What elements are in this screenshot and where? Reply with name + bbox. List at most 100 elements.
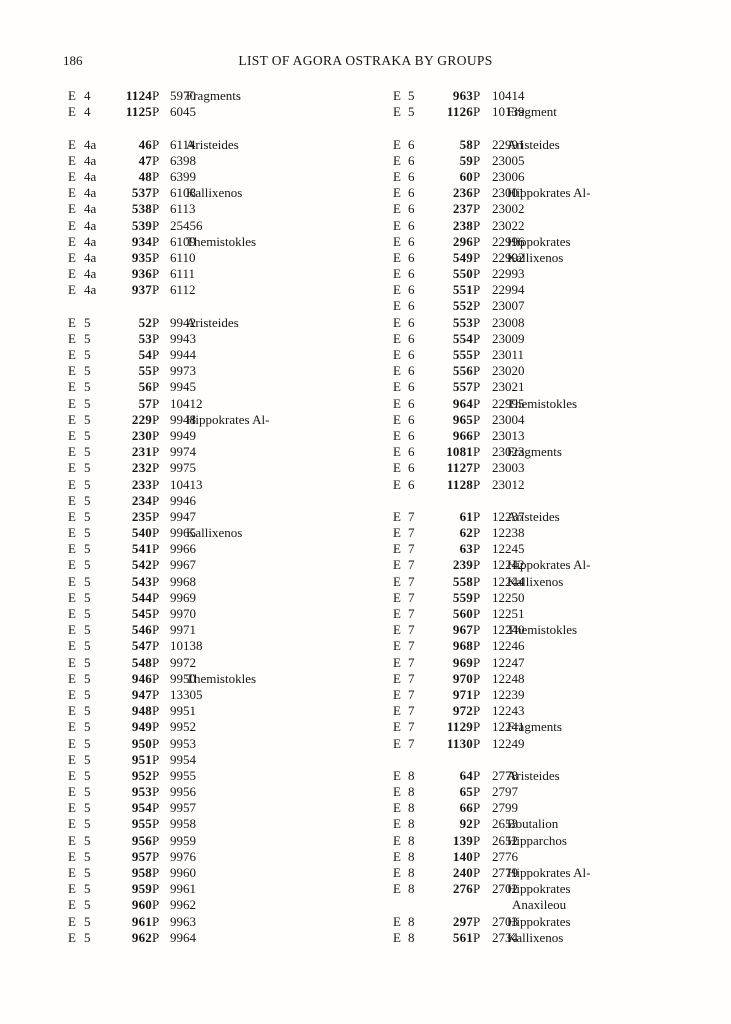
series-letter: E <box>68 816 76 832</box>
series-letter: E <box>393 217 401 233</box>
inventory-number: 12250 <box>492 589 525 605</box>
inventory-prefix: P <box>152 751 160 767</box>
inventory-number: 9964 <box>170 929 196 945</box>
entry-row: E 5 52 P 9942 Aristeides <box>68 315 380 331</box>
inventory-prefix: P <box>473 881 481 897</box>
series-letter: E <box>393 913 401 929</box>
series-letter: E <box>393 314 401 330</box>
series-letter: E <box>68 460 76 476</box>
catalog-number: 54 <box>138 347 152 362</box>
section-number: 4 <box>84 104 91 120</box>
series-letter: E <box>393 638 401 654</box>
inventory-prefix: P <box>473 282 481 298</box>
inventory-number: 22996 <box>492 233 525 249</box>
name-cell <box>186 250 232 266</box>
section-number: 5 <box>84 476 91 492</box>
entry-row: E 5 54 P 9944 <box>68 347 380 363</box>
section-number: 4a <box>84 217 97 233</box>
inventory-number: 6114 <box>170 136 196 152</box>
name-cell <box>507 153 563 169</box>
inventory-number: 10138 <box>170 638 203 654</box>
name-cell <box>507 671 563 687</box>
entry-row: E 5 958 P 9960 <box>68 865 380 881</box>
section-number: 8 <box>408 881 415 897</box>
inventory-prefix: P <box>152 233 160 249</box>
inventory-prefix: P <box>152 314 160 330</box>
section-number: 8 <box>408 832 415 848</box>
inventory-number: 13305 <box>170 686 203 702</box>
section-number: 5 <box>84 865 91 880</box>
section-number: 5 <box>408 88 415 103</box>
name-cell <box>186 104 232 120</box>
catalog-number: 66 <box>459 800 473 816</box>
section-number: 5 <box>84 330 91 346</box>
catalog-number: 539 <box>131 217 152 233</box>
name-cell: Kallixenos <box>186 525 243 541</box>
catalog-number: 958 <box>131 865 152 880</box>
entry-row: E 4a 537 P 6108 Kallixenos <box>68 185 380 201</box>
entry-row: E 5 947 P 13305 <box>68 687 380 703</box>
section-number: 4a <box>84 185 97 201</box>
section-number: 6 <box>408 347 415 362</box>
inventory-prefix: P <box>473 249 481 265</box>
series-letter: E <box>393 557 401 573</box>
entry-row: E 6 553 P 23008 <box>393 315 725 331</box>
name-cell: Fragments <box>507 719 562 735</box>
entry-row: E 6 237 P 23002 <box>393 201 725 217</box>
inventory-prefix: P <box>473 719 481 735</box>
inventory-number: 9963 <box>170 913 196 929</box>
section-number: 4a <box>84 201 97 217</box>
entry-row: E 7 969 P 12247 <box>393 655 725 671</box>
inventory-prefix <box>473 897 492 913</box>
series-letter: E <box>393 104 401 120</box>
entry-row: E 5 55 P 9973 <box>68 363 380 379</box>
inventory-number: 9972 <box>170 654 196 670</box>
name-cell <box>186 768 232 784</box>
series-letter: E <box>393 622 401 638</box>
section-number: 4a <box>84 152 97 168</box>
inventory-prefix: P <box>152 395 160 411</box>
inventory-prefix: P <box>152 703 160 719</box>
catalog-number: 960 <box>131 897 152 913</box>
inventory-prefix: P <box>473 541 481 557</box>
catalog-number: 547 <box>131 638 152 654</box>
entry-row: E 7 239 P 12242 Hippokrates Al- <box>393 557 725 573</box>
entry-row: E 7 61 P 12237 Aristeides <box>393 509 725 525</box>
section-number: 6 <box>408 282 415 298</box>
name-cell <box>507 88 563 104</box>
inventory-number: 12245 <box>492 541 525 557</box>
inventory-number: 2652 <box>492 832 518 848</box>
section-number: 4a <box>84 282 97 298</box>
inventory-number: 12238 <box>492 525 525 541</box>
catalog-number: 967 <box>452 622 473 638</box>
name-cell <box>186 703 232 719</box>
inventory-number: 22993 <box>492 266 525 282</box>
section-number: 6 <box>408 476 415 492</box>
name-cell <box>186 784 232 800</box>
catalog-number: 963 <box>452 88 473 103</box>
inventory-prefix: P <box>152 865 160 880</box>
entry-row: E 7 558 P 12244 Kallixenos <box>393 574 725 590</box>
series-letter: E <box>393 379 401 395</box>
inventory-prefix: P <box>473 913 481 929</box>
name-cell <box>186 169 232 185</box>
name-cell <box>186 914 232 930</box>
inventory-number: 9955 <box>170 767 196 783</box>
inventory-number: 9969 <box>170 589 196 605</box>
inventory-prefix: P <box>152 347 160 362</box>
series-letter: E <box>393 606 401 621</box>
entry-row: E 8 140 P 2776 <box>393 849 725 865</box>
inventory-prefix: P <box>152 897 160 913</box>
section-number: 7 <box>408 719 415 735</box>
catalog-number: 1125 <box>125 104 152 120</box>
catalog-number: 554 <box>452 330 473 346</box>
inventory-prefix: P <box>473 217 481 233</box>
section-number: 5 <box>84 411 91 427</box>
inventory-prefix: P <box>473 703 481 719</box>
name-cell: Kallixenos <box>507 249 564 265</box>
series-letter: E <box>68 427 76 443</box>
inventory-number <box>492 897 507 913</box>
series-letter: E <box>393 249 401 265</box>
entry-row: E 5 953 P 9956 <box>68 784 380 800</box>
series-letter: E <box>393 703 401 719</box>
